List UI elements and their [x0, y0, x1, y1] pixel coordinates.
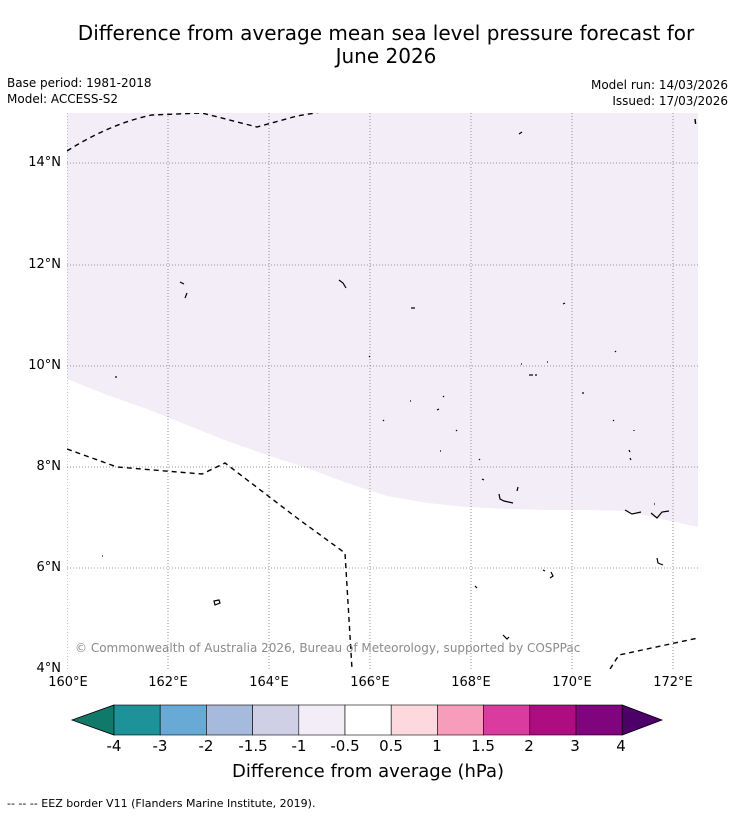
lon-label-170e: 170°E — [552, 675, 592, 690]
eez-borders — [67, 113, 698, 669]
colorbar — [70, 703, 666, 741]
colorbar-cell — [390, 704, 438, 736]
colorbar-cell — [437, 704, 484, 736]
issued-date: Issued: 17/03/2026 — [612, 94, 728, 108]
lat-gridlines — [67, 162, 698, 569]
shaded-region-negative — [67, 113, 698, 527]
lat-label-14n: 14°N — [28, 155, 61, 170]
colorbar-title: Difference from average (hPa) — [231, 761, 505, 782]
colorbar-cell — [529, 704, 577, 736]
lon-label-162e: 162°E — [148, 675, 188, 690]
copyright-notice: © Commonwealth of Australia 2026, Bureau… — [75, 641, 581, 655]
colorbar-tick-label: 1.5 — [471, 737, 495, 755]
lon-label-168e: 168°E — [451, 675, 491, 690]
eez-border-east — [694, 118, 697, 128]
colorbar-cell — [159, 704, 207, 736]
colorbar-extension-high — [621, 704, 664, 736]
eez-border-west — [67, 448, 353, 669]
eez-border-north — [67, 113, 320, 152]
lat-label-10n: 10°N — [28, 358, 61, 373]
colorbar-cell — [483, 704, 531, 736]
colorbar-tick-label: 3 — [570, 737, 580, 755]
model-run: Model run: 14/03/2026 — [590, 78, 728, 92]
lon-label-166e: 166°E — [350, 675, 390, 690]
lon-label-160e: 160°E — [48, 675, 88, 690]
colorbar-tick-label: -2 — [198, 737, 214, 755]
title-line-1: Difference from average mean sea level p… — [77, 21, 695, 45]
map-area[interactable] — [67, 113, 698, 669]
colorbar-tick-label: 1 — [432, 737, 442, 755]
colorbar-tick-label: 2 — [524, 737, 534, 755]
lon-label-172e: 172°E — [653, 675, 693, 690]
base-period: Base period: 1981-2018 — [7, 76, 152, 90]
colorbar-cell — [206, 704, 253, 736]
colorbar-tick-label: -4 — [106, 737, 122, 755]
colorbar-cell — [252, 704, 300, 736]
colorbar-extension-low — [70, 704, 115, 736]
islands — [102, 131, 670, 640]
colorbar-tick-label: -1.5 — [238, 737, 268, 755]
lat-label-12n: 12°N — [28, 257, 61, 272]
colorbar-cell — [575, 704, 623, 736]
colorbar-tick-label: -1 — [291, 737, 307, 755]
colorbar-tick-label: 0.5 — [379, 737, 403, 755]
meta-left: Base period: 1981-2018 Model: ACCESS-S2 — [7, 75, 152, 107]
eez-legend: -- -- -- EEZ border V11 (Flanders Marine… — [7, 797, 316, 810]
meta-right: Model run: 14/03/2026 Issued: 17/03/2026 — [591, 77, 728, 109]
lat-label-8n: 8°N — [36, 459, 62, 474]
title-line-2: June 2026 — [335, 44, 437, 68]
colorbar-tick-label: -0.5 — [330, 737, 360, 755]
lon-label-164e: 164°E — [249, 675, 289, 690]
colorbar-tick-label: -3 — [152, 737, 168, 755]
model-name: Model: ACCESS-S2 — [7, 92, 119, 106]
lat-label-4n: 4°N — [36, 661, 62, 676]
colorbar-cell — [344, 704, 392, 736]
chart-title: Difference from average mean sea level p… — [40, 22, 732, 68]
colorbar-cell — [298, 704, 346, 736]
colorbar-cell — [113, 704, 161, 736]
colorbar-tick-label: 4 — [616, 737, 626, 755]
lat-label-6n: 6°N — [36, 560, 62, 575]
